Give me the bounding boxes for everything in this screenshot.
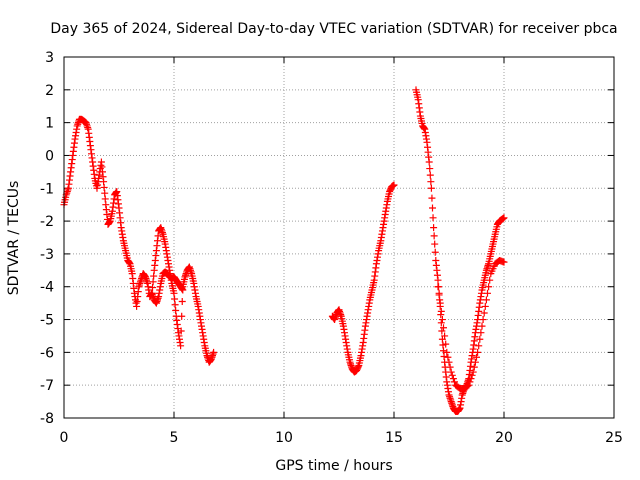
data-point <box>479 316 487 324</box>
data-point <box>484 289 491 297</box>
data-point <box>177 327 185 335</box>
y-tick-label: 0 <box>45 148 54 164</box>
data-point <box>431 248 439 256</box>
data-point <box>446 363 454 371</box>
data-point <box>437 307 445 315</box>
data-point <box>468 371 476 379</box>
data-point <box>449 375 457 383</box>
data-point <box>447 368 455 376</box>
data-point <box>442 340 450 348</box>
data-point <box>425 158 433 166</box>
data-point <box>390 181 398 189</box>
data-point <box>481 302 489 310</box>
y-tick-label: 1 <box>45 116 54 132</box>
x-tick-label: 0 <box>60 430 69 446</box>
y-tick-label: -2 <box>40 214 54 230</box>
data-point <box>471 358 479 366</box>
data-point <box>178 312 186 320</box>
x-tick-label: 15 <box>385 430 403 446</box>
data-point <box>464 382 472 390</box>
y-axis-label: SDTVAR / TECUs <box>6 181 22 296</box>
data-point <box>441 332 449 340</box>
data-points <box>60 86 508 415</box>
data-point <box>435 291 443 299</box>
data-point <box>482 296 490 304</box>
data-point <box>178 297 186 305</box>
data-point <box>476 335 484 343</box>
data-point <box>431 240 439 248</box>
data-point <box>434 283 442 291</box>
chart-title: Day 365 of 2024, Sidereal Day-to-day VTE… <box>50 21 617 37</box>
data-point <box>436 299 444 307</box>
data-point <box>429 204 436 212</box>
data-point <box>445 358 453 366</box>
data-point <box>465 381 473 389</box>
data-point <box>430 232 438 240</box>
data-point <box>486 276 494 284</box>
y-tick-label: -1 <box>40 181 54 197</box>
tick-labels: 0 5 10 15 20 25 -8 -7 -6 -5 -4 -3 -2 -1 0 1 2 3 <box>40 50 623 446</box>
data-point <box>470 363 478 371</box>
data-point <box>469 368 477 376</box>
data-point <box>448 371 456 379</box>
y-tick-label: 2 <box>45 83 54 99</box>
data-point <box>438 316 446 324</box>
data-point <box>427 184 435 192</box>
plot-frame <box>63 56 615 419</box>
data-point <box>451 378 458 386</box>
data-point <box>426 165 434 173</box>
data-point <box>427 178 435 186</box>
data-point <box>473 353 480 361</box>
x-tick-label: 25 <box>605 430 623 446</box>
y-tick-label: -8 <box>40 411 54 427</box>
data-point <box>475 342 483 350</box>
x-tick-label: 10 <box>275 430 293 446</box>
grid-lines <box>64 57 614 418</box>
y-tick-label: -7 <box>40 378 54 394</box>
y-tick-label: -5 <box>40 313 54 329</box>
data-point <box>430 224 438 232</box>
x-tick-label: 20 <box>495 430 513 446</box>
data-point <box>179 286 187 294</box>
data-point <box>500 258 508 266</box>
data-point <box>444 353 452 361</box>
data-point <box>428 194 436 202</box>
data-point <box>485 283 493 291</box>
data-point <box>426 171 434 179</box>
data-point <box>443 348 451 356</box>
data-point <box>440 324 447 332</box>
y-tick-label: -4 <box>40 280 54 296</box>
data-point <box>467 375 475 383</box>
data-point <box>210 348 218 356</box>
data-point <box>477 329 485 337</box>
data-point <box>434 276 442 284</box>
data-point <box>437 319 445 327</box>
data-point <box>466 378 474 386</box>
data-point <box>500 214 508 222</box>
data-point <box>177 342 185 350</box>
y-tick-label: -6 <box>40 345 54 361</box>
x-axis-label: GPS time / hours <box>275 458 392 474</box>
data-point <box>480 309 488 317</box>
x-tick-label: 5 <box>170 430 179 446</box>
data-point <box>438 327 446 335</box>
data-point <box>478 322 486 330</box>
y-tick-label: -3 <box>40 247 54 263</box>
data-point <box>429 214 437 222</box>
y-tick-label: 3 <box>45 50 54 66</box>
data-point <box>474 348 482 356</box>
